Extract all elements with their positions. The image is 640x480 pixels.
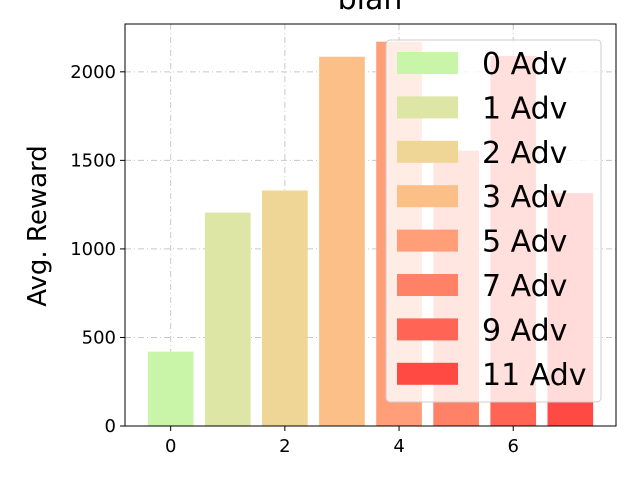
plot-frame (124, 23, 617, 427)
y-axis-label: Avg. Reward (23, 145, 53, 307)
x-tick-label: 6 (508, 436, 519, 457)
legend-label: 11 Adv (482, 358, 587, 393)
x-tick-label: 4 (393, 436, 404, 457)
legend-label: 2 Adv (482, 136, 567, 171)
legend-swatch (397, 140, 458, 163)
x-tick-label: 0 (165, 436, 176, 457)
legend-swatch (397, 96, 458, 119)
legend-label: 3 Adv (482, 180, 567, 215)
y-tick-label: 2000 (70, 62, 116, 83)
y-tick-label: 1000 (70, 239, 116, 260)
axis-ticks: 0 2 4 6 0 500 1000 1500 2000 (70, 62, 519, 457)
y-tick-label: 500 (82, 327, 116, 348)
y-tick-label: 1500 (70, 150, 116, 171)
bar (262, 190, 308, 426)
x-tick-label: 2 (279, 436, 290, 457)
legend: 0 Adv 1 Adv 2 Adv 3 Adv 5 Adv 7 Adv 9 Adv 11 Ad… (385, 39, 602, 403)
legend-label: 9 Adv (482, 313, 567, 348)
legend-label: 5 Adv (482, 225, 567, 260)
chart-title: blah (338, 0, 403, 17)
legend-swatch (397, 362, 458, 385)
legend-label: 7 Adv (482, 269, 567, 304)
y-tick-label: 0 (105, 416, 116, 437)
legend-swatch (397, 52, 458, 74)
legend-label: 1 Adv (482, 91, 567, 126)
bar (147, 351, 194, 426)
legend-box (385, 39, 602, 403)
legend-swatch (397, 229, 458, 252)
legend-swatch (397, 274, 458, 296)
legend-swatch (397, 185, 458, 208)
bar (204, 212, 251, 426)
legend-swatch (397, 318, 458, 341)
legend-label: 0 Adv (482, 47, 567, 82)
bar (319, 56, 365, 426)
